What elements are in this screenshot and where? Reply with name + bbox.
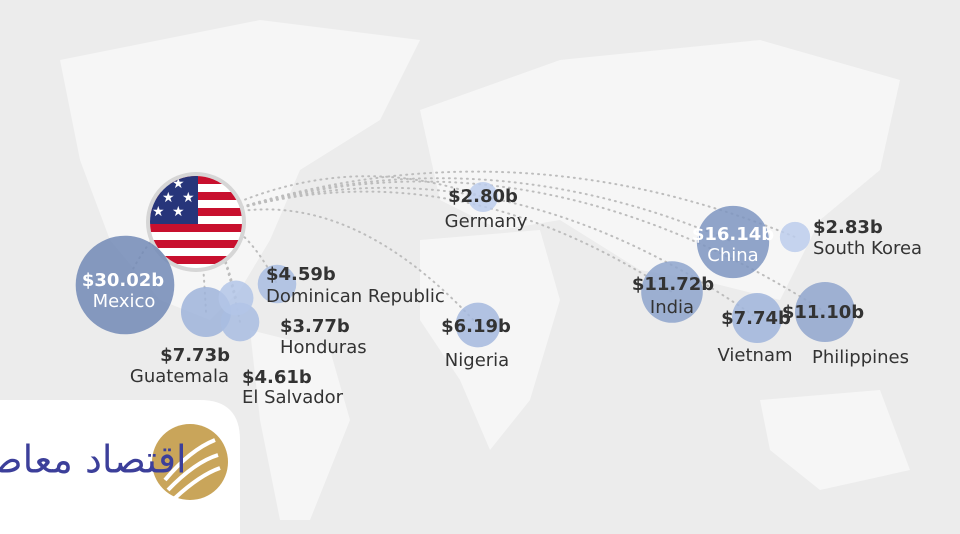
- value-label: $4.61b: [242, 367, 312, 388]
- value-label: $3.77b: [280, 316, 350, 337]
- flow-line: [195, 170, 796, 238]
- country-name: South Korea: [813, 238, 922, 259]
- value-label: $7.73b: [160, 345, 230, 366]
- bubble: [218, 280, 254, 316]
- bubble: [180, 286, 232, 338]
- country-name: China: [707, 245, 758, 266]
- logo: اقتصاد معاصر: [0, 400, 240, 534]
- logo-text: اقتصاد معاصر: [0, 438, 187, 483]
- flow-line: [195, 208, 479, 326]
- country-name: Nigeria: [445, 350, 509, 371]
- bubble: [795, 282, 855, 342]
- value-label: $6.19b: [441, 316, 511, 337]
- value-label: $11.10b: [782, 302, 864, 323]
- svg-text:★: ★: [152, 204, 165, 220]
- value-label: $4.59b: [266, 264, 336, 285]
- svg-text:★: ★: [162, 190, 175, 206]
- bubble: [731, 292, 783, 344]
- bubble: [257, 264, 297, 304]
- value-label: $7.74b: [721, 308, 791, 329]
- bubble: [455, 302, 501, 348]
- country-name: Vietnam: [717, 345, 792, 366]
- country-name: Germany: [445, 211, 528, 232]
- value-label: $11.72b: [632, 274, 714, 295]
- country-name: Dominican Republic: [266, 286, 445, 307]
- bubble: [75, 235, 175, 335]
- country-name: Philippines: [812, 347, 909, 368]
- flow-line: [195, 190, 673, 293]
- svg-text:★: ★: [182, 190, 195, 206]
- value-label: $30.02b: [82, 270, 164, 291]
- country-name: El Salvador: [242, 387, 344, 408]
- country-name: India: [650, 297, 694, 318]
- bubble: [779, 221, 811, 253]
- value-label: $2.80b: [448, 186, 518, 207]
- bubble: [641, 261, 703, 323]
- country-name: Honduras: [280, 337, 367, 358]
- value-label: $16.14b: [692, 224, 774, 245]
- svg-text:★: ★: [172, 204, 185, 220]
- bubble: [467, 181, 499, 213]
- bubble: [696, 205, 770, 279]
- country-name: Mexico: [93, 291, 156, 312]
- country-name: Guatemala: [130, 366, 229, 387]
- value-label: $2.83b: [813, 217, 883, 238]
